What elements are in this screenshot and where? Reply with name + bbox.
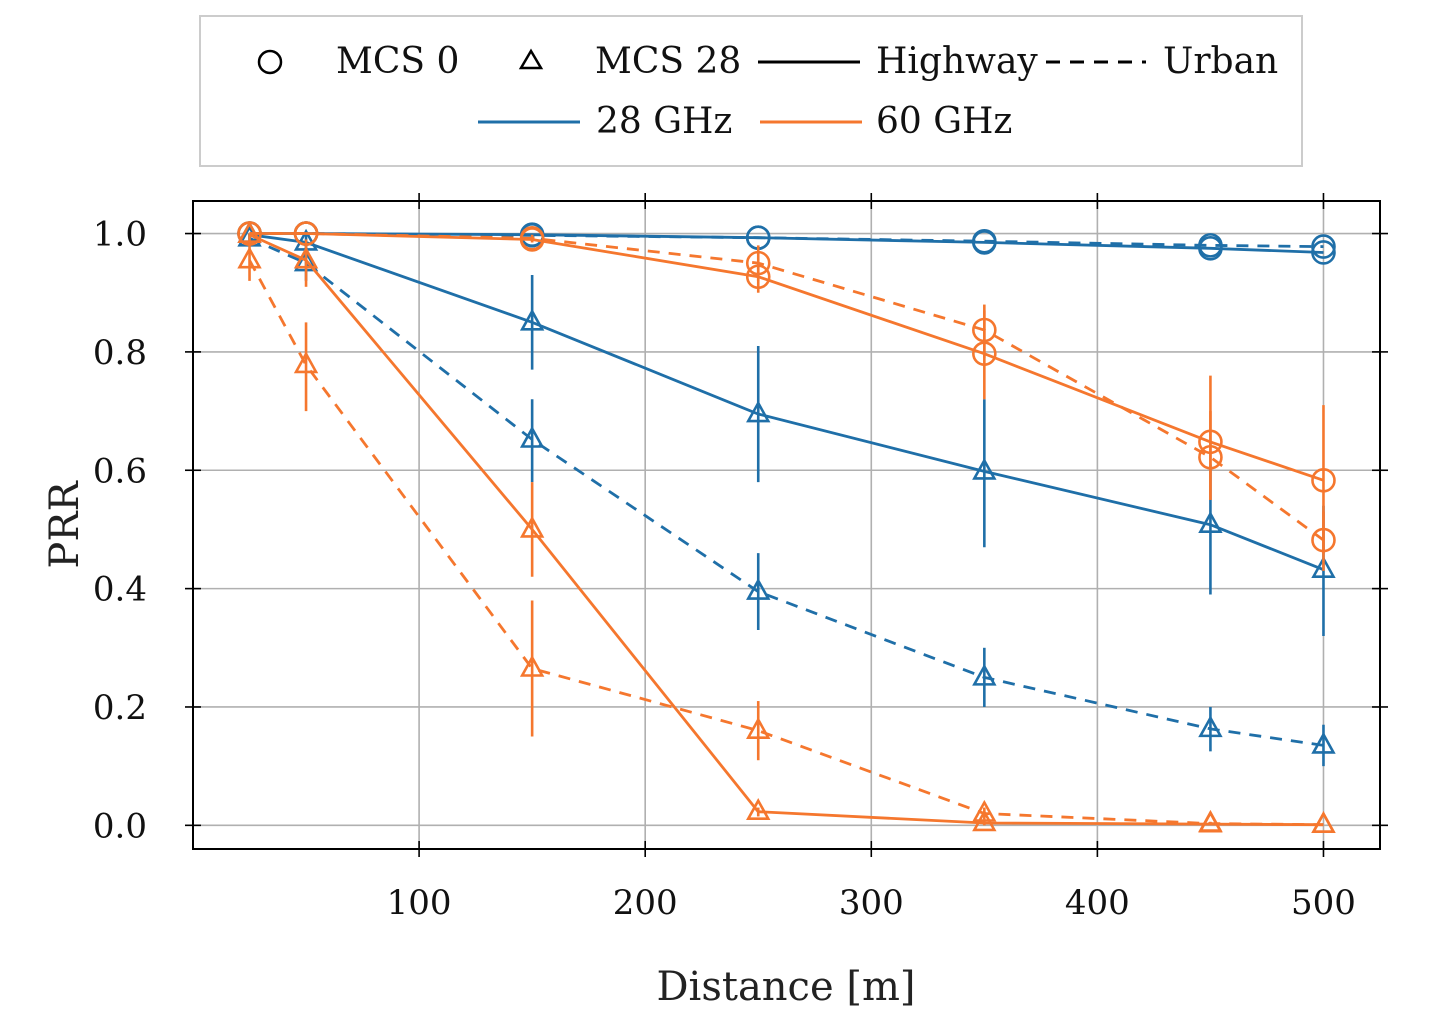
y-axis-label: PRR <box>42 480 88 569</box>
series-60-ghz-mcs-28-urban <box>237 239 1336 834</box>
data-point-circle <box>519 225 545 251</box>
data-point-triangle <box>972 457 997 480</box>
data-point-circle <box>972 228 997 254</box>
legend-marker-circle <box>257 49 283 75</box>
data-point-triangle <box>746 400 771 423</box>
series-line <box>248 259 1324 827</box>
data-point-triangle <box>1198 809 1223 832</box>
grid <box>193 201 1380 849</box>
data-point-circle <box>1311 240 1336 265</box>
series-layer <box>237 221 1336 834</box>
data-point-triangle <box>972 799 997 822</box>
data-point-triangle <box>1198 715 1223 738</box>
data-point-circle <box>1311 234 1336 259</box>
data-point-circle <box>1198 444 1223 470</box>
legend: MCS 0 MCS 28 Highway Urban 28 GHz 60 GHz <box>199 15 1303 167</box>
plot-area <box>193 201 1380 849</box>
series-line <box>249 232 1325 542</box>
ticks: 100 200 300 400 500 0.0 0.2 0.4 0.6 0.8 1.0 <box>93 193 1388 923</box>
data-point-triangle <box>1311 556 1336 578</box>
data-point-triangle <box>746 798 771 821</box>
data-point-circle <box>1198 233 1223 258</box>
data-point-triangle <box>293 351 319 374</box>
legend-label-mcs28: MCS 28 <box>595 41 741 82</box>
y-tick-label: 0.4 <box>93 570 147 610</box>
data-point-triangle <box>237 246 262 269</box>
legend-label-highway: Highway <box>876 41 1038 82</box>
data-point-triangle <box>293 246 319 269</box>
data-point-triangle <box>972 663 997 686</box>
legend-marker-triangle <box>518 48 544 70</box>
data-point-circle <box>1311 468 1336 493</box>
x-tick-label: 200 <box>613 883 678 923</box>
series-line <box>249 232 1324 248</box>
data-point-circle <box>972 317 997 343</box>
series-line <box>248 237 1324 747</box>
data-point-triangle <box>1311 731 1336 754</box>
legend-label-urban: Urban <box>1163 41 1278 82</box>
y-tick-label: 0.6 <box>93 451 147 491</box>
data-point-triangle <box>746 577 771 600</box>
y-tick-label: 1.0 <box>93 215 147 255</box>
y-tick-label: 0.2 <box>93 688 147 728</box>
x-tick-label: 500 <box>1291 883 1356 923</box>
x-axis-label: Distance [m] <box>656 964 915 1010</box>
data-point-triangle <box>1311 811 1336 834</box>
data-point-triangle <box>519 425 545 448</box>
x-tick-label: 300 <box>839 883 904 923</box>
data-point-triangle <box>519 515 545 538</box>
data-point-circle <box>1311 527 1336 553</box>
y-tick-label: 0.0 <box>93 806 147 846</box>
data-point-triangle <box>746 716 771 739</box>
data-point-triangle <box>519 654 545 677</box>
legend-label-60ghz: 60 GHz <box>876 101 1012 142</box>
x-tick-label: 100 <box>387 883 452 923</box>
data-point-circle <box>745 250 771 276</box>
plot-frame <box>192 200 1381 850</box>
legend-frame <box>199 15 1303 167</box>
x-tick-label: 400 <box>1065 883 1130 923</box>
data-point-triangle <box>519 308 545 331</box>
legend-label-mcs0: MCS 0 <box>336 41 459 82</box>
series-60-ghz-mcs-0-urban <box>237 221 1336 571</box>
data-point-triangle <box>1198 511 1223 534</box>
y-tick-label: 0.8 <box>93 333 147 373</box>
legend-label-28ghz: 28 GHz <box>596 101 732 142</box>
